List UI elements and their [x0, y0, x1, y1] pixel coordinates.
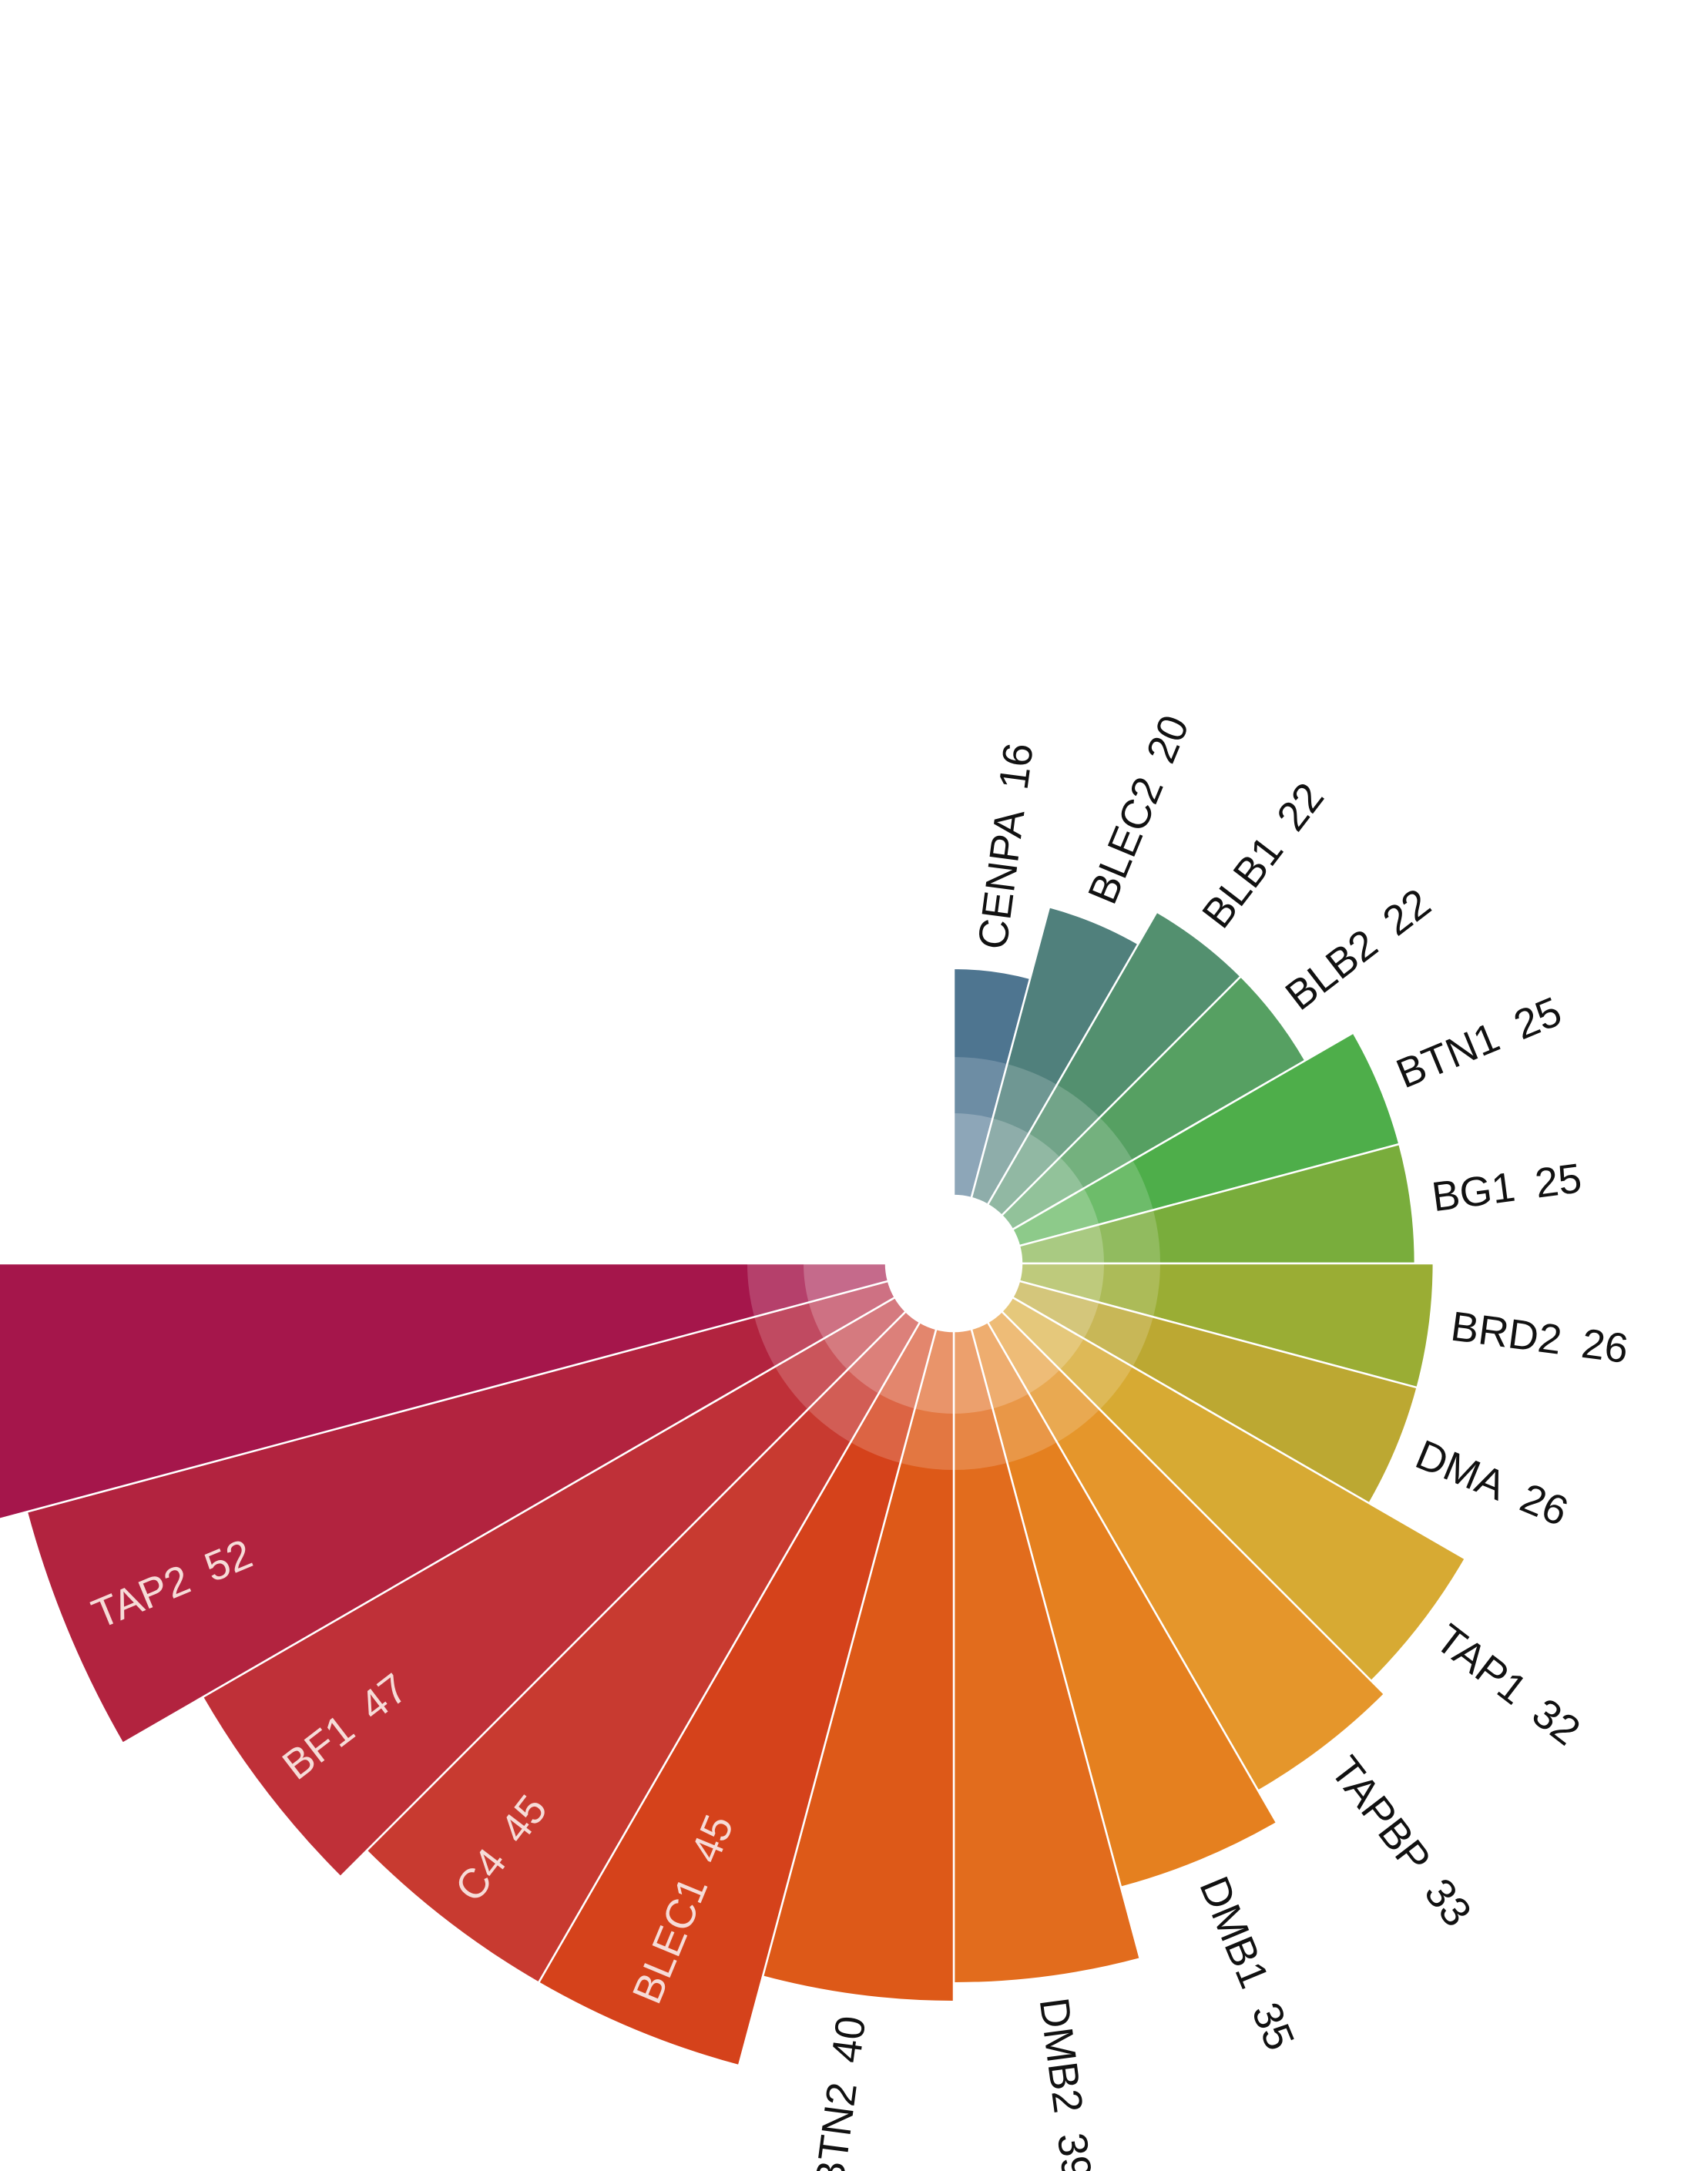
bar-label-blb1: BLB1 22 [1193, 774, 1333, 936]
bar-label-bg1: BG1 25 [1429, 1155, 1584, 1220]
bar-label-dmb2: DMB2 39 [1031, 1995, 1100, 2171]
center-hole [886, 1196, 1022, 1331]
bar-label-blec2: BLEC2 20 [1079, 709, 1198, 910]
bar-label-dmb1: DMB1 35 [1190, 1871, 1303, 2057]
bar-label-brd2: BRD2 26 [1448, 1304, 1631, 1373]
bar-label-tap1: TAP1 32 [1427, 1616, 1589, 1754]
bar-label-btn1: BTN1 25 [1390, 988, 1568, 1098]
bar-label-tapbp: TAPBP 33 [1321, 1748, 1480, 1935]
bars-layer [0, 905, 1467, 2067]
bar-label-btn2: BTN2 40 [806, 2013, 874, 2171]
bar-blb1 [986, 910, 1243, 1217]
bar-label-blb2: BLB2 22 [1277, 880, 1439, 1019]
bar-label-cenpa: CENPA 16 [969, 740, 1042, 952]
center-halo [747, 1057, 1160, 1470]
bar-blb2 [1000, 975, 1307, 1231]
bar-label-dma: DMA 26 [1409, 1431, 1574, 1535]
